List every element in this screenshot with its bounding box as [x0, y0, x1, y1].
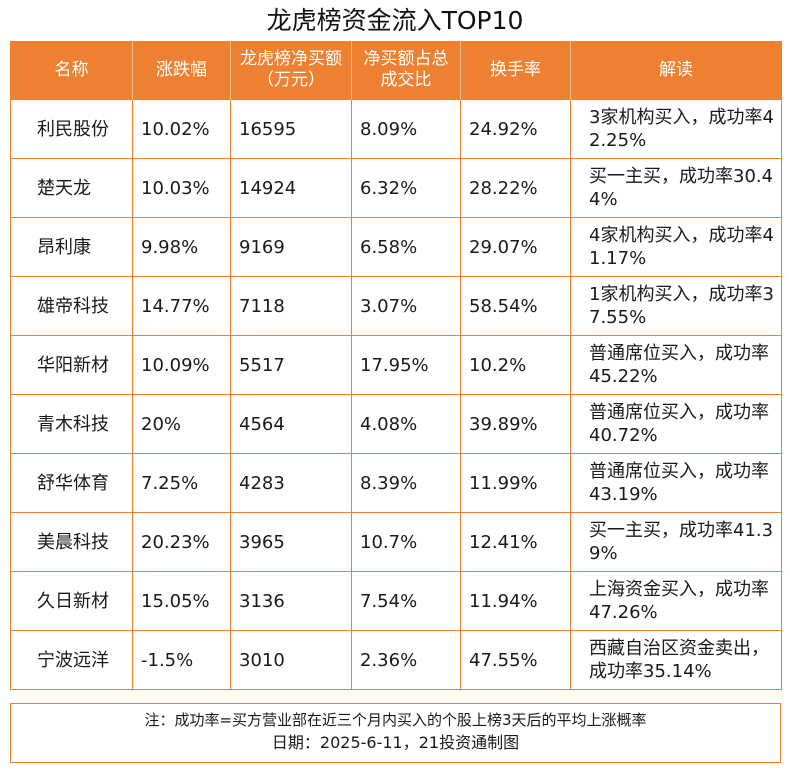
ratio-cell: 10.7%	[351, 512, 461, 572]
stock-name: 舒华体育	[10, 453, 133, 513]
ratio-cell: 8.39%	[351, 453, 461, 513]
note-cell: 西藏自治区资金卖出，成功率35.14%	[570, 630, 782, 690]
turnover-cell: 29.07%	[460, 217, 571, 277]
change-cell: -1.5%	[132, 630, 231, 690]
turnover-cell: 11.99%	[460, 453, 571, 513]
net-buy-cell: 3136	[230, 571, 352, 631]
turnover-cell: 11.94%	[460, 571, 571, 631]
header-name: 名称	[10, 41, 133, 100]
table-row: 利民股份 10.02% 16595 8.09% 24.92% 3家机构买入，成功…	[10, 99, 782, 159]
stock-name: 华阳新材	[10, 335, 133, 395]
table-row: 华阳新材 10.09% 5517 17.95% 10.2% 普通席位买入，成功率…	[10, 335, 782, 395]
change-cell: 10.02%	[132, 99, 231, 159]
header-note: 解读	[570, 41, 782, 100]
stock-name: 宁波远洋	[10, 630, 133, 690]
table-row: 青木科技 20% 4564 4.08% 39.89% 普通席位买入，成功率40.…	[10, 394, 782, 454]
turnover-cell: 10.2%	[460, 335, 571, 395]
change-cell: 15.05%	[132, 571, 231, 631]
net-buy-cell: 4564	[230, 394, 352, 454]
note-cell: 买一主买，成功率41.39%	[570, 512, 782, 572]
turnover-cell: 58.54%	[460, 276, 571, 336]
header-ratio: 净买额占总成交比	[351, 41, 461, 100]
stock-name: 青木科技	[10, 394, 133, 454]
net-buy-cell: 4283	[230, 453, 352, 513]
stock-name: 利民股份	[10, 99, 133, 159]
fund-inflow-table: 名称 涨跌幅 龙虎榜净买额（万元） 净买额占总成交比 换手率 解读 利民股份 1…	[10, 41, 782, 690]
footnote: 注：成功率=买方营业部在近三个月内买入的个股上榜3天后的平均上涨概率	[144, 711, 647, 729]
ratio-cell: 6.58%	[351, 217, 461, 277]
net-buy-cell: 7118	[230, 276, 352, 336]
change-cell: 10.09%	[132, 335, 231, 395]
note-cell: 普通席位买入，成功率40.72%	[570, 394, 782, 454]
ratio-cell: 2.36%	[351, 630, 461, 690]
table-row: 久日新材 15.05% 3136 7.54% 11.94% 上海资金买入，成功率…	[10, 571, 782, 631]
stock-name: 楚天龙	[10, 158, 133, 218]
table-row: 宁波远洋 -1.5% 3010 2.36% 47.55% 西藏自治区资金卖出，成…	[10, 630, 782, 690]
net-buy-cell: 9169	[230, 217, 352, 277]
ratio-cell: 8.09%	[351, 99, 461, 159]
turnover-cell: 47.55%	[460, 630, 571, 690]
note-cell: 上海资金买入，成功率47.26%	[570, 571, 782, 631]
change-cell: 14.77%	[132, 276, 231, 336]
net-buy-cell: 16595	[230, 99, 352, 159]
stock-name: 雄帝科技	[10, 276, 133, 336]
table-row: 楚天龙 10.03% 14924 6.32% 28.22% 买一主买，成功率30…	[10, 158, 782, 218]
table-row: 雄帝科技 14.77% 7118 3.07% 58.54% 1家机构买入，成功率…	[10, 276, 782, 336]
turnover-cell: 39.89%	[460, 394, 571, 454]
ratio-cell: 7.54%	[351, 571, 461, 631]
ratio-cell: 17.95%	[351, 335, 461, 395]
change-cell: 10.03%	[132, 158, 231, 218]
note-cell: 买一主买，成功率30.44%	[570, 158, 782, 218]
change-cell: 20%	[132, 394, 231, 454]
header-net-buy: 龙虎榜净买额（万元）	[230, 41, 352, 100]
table-header-row: 名称 涨跌幅 龙虎榜净买额（万元） 净买额占总成交比 换手率 解读	[10, 41, 782, 100]
net-buy-cell: 5517	[230, 335, 352, 395]
note-cell: 1家机构买入，成功率37.55%	[570, 276, 782, 336]
note-cell: 普通席位买入，成功率45.22%	[570, 335, 782, 395]
dateline: 日期：2025-6-11，21投资通制图	[271, 733, 520, 752]
table-row: 美晨科技 20.23% 3965 10.7% 12.41% 买一主买，成功率41…	[10, 512, 782, 572]
turnover-cell: 12.41%	[460, 512, 571, 572]
header-change: 涨跌幅	[132, 41, 231, 100]
note-cell: 4家机构买入，成功率41.17%	[570, 217, 782, 277]
page-title: 龙虎榜资金流入TOP10	[266, 6, 524, 35]
note-cell: 普通席位买入，成功率43.19%	[570, 453, 782, 513]
stock-name: 昂利康	[10, 217, 133, 277]
net-buy-cell: 3965	[230, 512, 352, 572]
table-row: 昂利康 9.98% 9169 6.58% 29.07% 4家机构买入，成功率41…	[10, 217, 782, 277]
note-cell: 3家机构买入，成功率42.25%	[570, 99, 782, 159]
change-cell: 9.98%	[132, 217, 231, 277]
change-cell: 7.25%	[132, 453, 231, 513]
stock-name: 美晨科技	[10, 512, 133, 572]
net-buy-cell: 3010	[230, 630, 352, 690]
ratio-cell: 3.07%	[351, 276, 461, 336]
change-cell: 20.23%	[132, 512, 231, 572]
turnover-cell: 28.22%	[460, 158, 571, 218]
turnover-cell: 24.92%	[460, 99, 571, 159]
table-footer: 注：成功率=买方营业部在近三个月内买入的个股上榜3天后的平均上涨概率 日期：20…	[10, 703, 781, 763]
stock-name: 久日新材	[10, 571, 133, 631]
header-turnover: 换手率	[460, 41, 571, 100]
table-row: 舒华体育 7.25% 4283 8.39% 11.99% 普通席位买入，成功率4…	[10, 453, 782, 513]
ratio-cell: 6.32%	[351, 158, 461, 218]
ratio-cell: 4.08%	[351, 394, 461, 454]
net-buy-cell: 14924	[230, 158, 352, 218]
